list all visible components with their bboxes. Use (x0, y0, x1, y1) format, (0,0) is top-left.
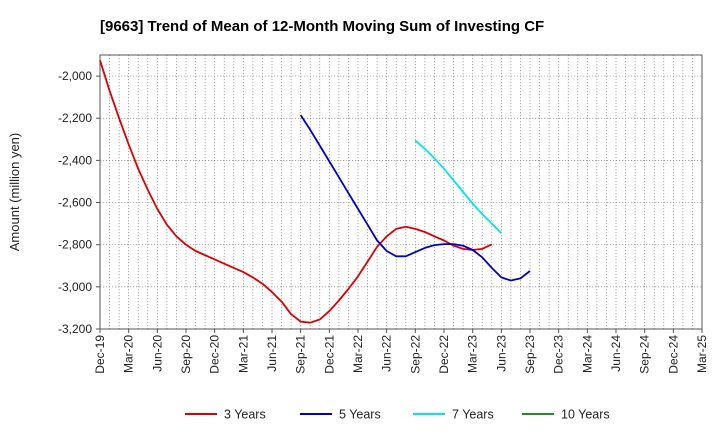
x-tick-label: Mar-22 (351, 335, 365, 373)
chart-title: [9663] Trend of Mean of 12-Month Moving … (100, 18, 544, 35)
x-tick-label: Sep-24 (638, 335, 652, 374)
series-line-5-years (299, 114, 531, 282)
x-tick-label: Jun-20 (150, 335, 164, 372)
x-tick-label: Dec-19 (93, 335, 107, 374)
x-tick-label: Dec-20 (208, 335, 222, 374)
x-tick-label: Dec-21 (322, 335, 336, 374)
y-tick-label: -2,200 (58, 111, 92, 125)
x-tick-label: Sep-21 (294, 335, 308, 374)
legend-label-3-years: 3 Years (224, 408, 266, 422)
x-tick-label: Jun-22 (380, 335, 394, 372)
x-tick-label: Jun-23 (494, 335, 508, 372)
y-tick-label: -2,000 (58, 69, 92, 83)
x-tick-label: Mar-21 (236, 335, 250, 373)
x-tick-label: Jun-21 (265, 335, 279, 372)
y-axis-label: Amount (million yen) (7, 133, 22, 252)
y-tick-label: -3,200 (58, 322, 92, 336)
x-tick-label: Sep-20 (179, 335, 193, 374)
legend-label-7-years: 7 Years (452, 408, 494, 422)
x-tick-label: Dec-23 (552, 335, 566, 374)
grid-lines (100, 55, 702, 330)
legend-label-10-years: 10 Years (561, 408, 610, 422)
x-tick-label: Jun-24 (609, 335, 623, 372)
x-tick-label: Sep-22 (408, 335, 422, 374)
x-tick-label: Mar-25 (695, 335, 709, 373)
y-tick-label: -2,600 (58, 196, 92, 210)
y-tick-label: -3,000 (58, 280, 92, 294)
y-tick-label: -2,400 (58, 153, 92, 167)
x-tick-label: Mar-20 (122, 335, 136, 373)
series-line-7-years (414, 139, 502, 234)
x-tick-label: Mar-24 (580, 335, 594, 373)
y-axis-ticks: -2,000 -2,200 -2,400 -2,600 -2,800 -3,000 -3,2… (58, 69, 100, 336)
plot-area-frame (99, 54, 703, 330)
x-axis-ticks: Dec-19 Mar-20 Jun-20 Sep-20 Dec-20 Mar-21 Jun-… (93, 329, 709, 374)
x-tick-label: Mar-23 (466, 335, 480, 373)
series-line-3-years (99, 60, 493, 324)
series-lines (99, 60, 531, 324)
x-tick-label: Dec-24 (666, 335, 680, 374)
legend: 3 Years 5 Years 7 Years 10 Years (185, 408, 610, 422)
y-tick-label: -2,800 (58, 238, 92, 252)
x-tick-label: Sep-23 (523, 335, 537, 374)
x-tick-label: Dec-22 (437, 335, 451, 374)
legend-label-5-years: 5 Years (339, 408, 381, 422)
